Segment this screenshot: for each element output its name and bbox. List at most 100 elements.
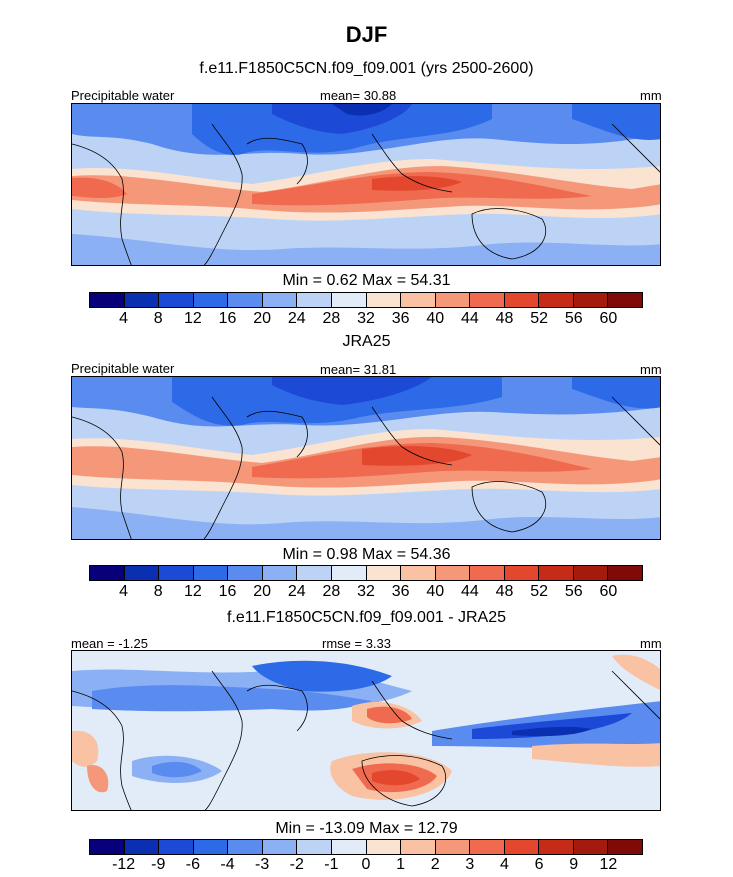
colorbar-swatch	[573, 840, 609, 854]
colorbar-tick-label: -2	[289, 856, 304, 873]
colorbar-swatch	[228, 840, 263, 854]
colorbar-swatch	[297, 840, 332, 854]
colorbar-swatch	[262, 566, 298, 580]
panel-1-mean-label: mean= 30.88	[320, 88, 397, 103]
colorbar-tick-label: 52	[530, 583, 549, 600]
colorbar-swatch	[331, 840, 367, 854]
colorbar-tick-label: 12	[599, 856, 618, 873]
panel-3-title: f.e11.F1850C5CN.f09_f09.001 - JRA25	[227, 609, 506, 626]
colorbar-tick-label: 4	[119, 310, 129, 327]
colorbar-tick-label: 60	[599, 310, 618, 327]
colorbar-tick-label: 56	[564, 310, 583, 327]
panel-2-minmax: Min = 0.98 Max = 54.36	[282, 546, 451, 563]
colorbar-swatch	[228, 293, 263, 307]
colorbar-tick-label: 12	[183, 583, 202, 600]
colorbar-tick-label: 16	[218, 310, 237, 327]
panel-2-left-label: Precipitable water	[71, 361, 175, 376]
panel-3-minmax: Min = -13.09 Max = 12.79	[275, 820, 458, 837]
panel-3-mean-label: mean = -1.25	[71, 636, 148, 651]
colorbar-swatch	[504, 566, 540, 580]
colorbar-swatch	[435, 840, 471, 854]
colorbar-swatch	[90, 293, 125, 307]
colorbar-swatch	[608, 840, 642, 854]
colorbar-tick-label: 24	[287, 310, 306, 327]
colorbar-swatch	[435, 293, 471, 307]
colorbar-swatch	[470, 566, 505, 580]
colorbar-tick-label: 16	[218, 583, 237, 600]
colorbar-tick-label: 60	[599, 583, 618, 600]
colorbar-swatch	[124, 293, 160, 307]
colorbar-tick-label: 0	[361, 856, 371, 873]
colorbar-tick-label: 40	[426, 583, 445, 600]
colorbar-tick-label: 36	[391, 310, 410, 327]
colorbar-tick-label: 4	[119, 583, 129, 600]
colorbar-tick-label: 4	[500, 856, 509, 873]
colorbar-swatch	[262, 293, 298, 307]
colorbar-swatch	[228, 566, 263, 580]
colorbar-tick-label: 40	[426, 310, 445, 327]
panel-3-field	[72, 651, 660, 810]
panel-1-minmax: Min = 0.62 Max = 54.31	[282, 272, 451, 289]
panel-3-colorbar	[89, 839, 643, 855]
colorbar-swatch	[193, 293, 229, 307]
colorbar-swatch	[608, 293, 642, 307]
colorbar-tick-label: 3	[465, 856, 475, 873]
colorbar-swatch	[470, 293, 505, 307]
colorbar-tick-label: 56	[564, 583, 583, 600]
colorbar-tick-label: -9	[151, 856, 166, 873]
colorbar-tick-label: -6	[185, 856, 200, 873]
colorbar-swatch	[331, 293, 367, 307]
colorbar-swatch	[573, 293, 609, 307]
colorbar-tick-label: 6	[534, 856, 544, 873]
colorbar-swatch	[435, 566, 471, 580]
colorbar-tick-label: 1	[396, 856, 406, 873]
colorbar-swatch	[193, 840, 229, 854]
panel-1-colorbar	[89, 292, 643, 308]
colorbar-swatch	[331, 566, 367, 580]
panel-2-map	[71, 376, 661, 540]
colorbar-tick-label: 32	[357, 583, 375, 600]
panel-3-units-label: mm	[640, 636, 662, 651]
colorbar-swatch	[124, 566, 160, 580]
colorbar-swatch	[470, 840, 505, 854]
colorbar-tick-label: 28	[322, 583, 341, 600]
colorbar-tick-label: 28	[322, 310, 341, 327]
colorbar-swatch	[401, 293, 436, 307]
colorbar-swatch	[539, 566, 574, 580]
colorbar-tick-label: 20	[253, 310, 272, 327]
colorbar-swatch	[159, 840, 194, 854]
colorbar-swatch	[539, 840, 574, 854]
colorbar-swatch	[401, 566, 436, 580]
colorbar-tick-label: 24	[287, 583, 306, 600]
colorbar-tick-label: 32	[357, 310, 375, 327]
colorbar-tick-label: 36	[391, 583, 410, 600]
colorbar-tick-label: 20	[253, 583, 272, 600]
colorbar-tick-label: -1	[324, 856, 339, 873]
panel-2-field	[72, 377, 660, 539]
panel-1-colorbar-ticks: 4 8 12 16 20 24 28 32 36 40 44 48 52 56 60	[89, 310, 643, 328]
colorbar-swatch	[193, 566, 229, 580]
colorbar-swatch	[90, 566, 125, 580]
colorbar-swatch	[504, 840, 540, 854]
colorbar-swatch	[297, 293, 332, 307]
colorbar-swatch	[366, 293, 402, 307]
colorbar-swatch	[539, 293, 574, 307]
panel-2-units-label: mm	[640, 362, 662, 377]
panel-2-colorbar-ticks: 4 8 12 16 20 24 28 32 36 40 44 48 52 56 60	[89, 583, 643, 601]
colorbar-swatch	[366, 566, 402, 580]
colorbar-tick-label: -4	[220, 856, 235, 873]
colorbar-tick-label: 48	[495, 583, 514, 600]
panel-1-map	[71, 103, 661, 266]
colorbar-swatch	[159, 566, 194, 580]
colorbar-tick-label: 52	[530, 310, 549, 327]
colorbar-tick-label: 12	[183, 310, 202, 327]
colorbar-swatch	[262, 840, 298, 854]
panel-1-title: f.e11.F1850C5CN.f09_f09.001 (yrs 2500-26…	[199, 60, 534, 77]
colorbar-swatch	[366, 840, 402, 854]
colorbar-swatch	[401, 840, 436, 854]
colorbar-tick-label: -3	[255, 856, 270, 873]
panel-2-mean-label: mean= 31.81	[320, 362, 397, 377]
colorbar-tick-label: 44	[460, 583, 479, 600]
panel-1-left-label: Precipitable water	[71, 88, 175, 103]
colorbar-swatch	[90, 840, 125, 854]
